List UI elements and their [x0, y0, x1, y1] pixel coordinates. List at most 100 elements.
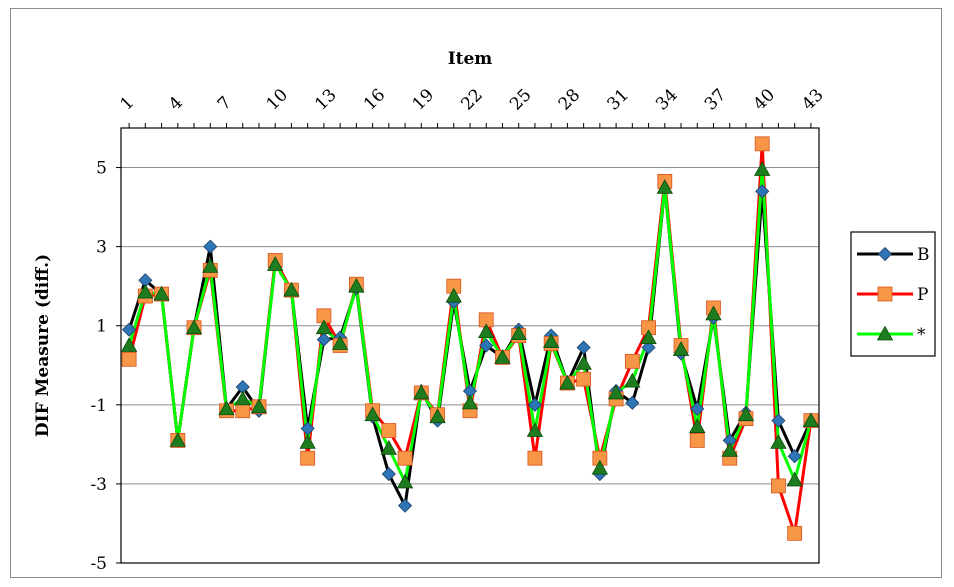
series-star-point — [185, 319, 203, 335]
series-p-point — [689, 433, 705, 448]
y-tick-label: 5 — [96, 159, 107, 179]
series-star-point — [331, 335, 349, 350]
series-star-point — [315, 319, 333, 335]
series-star-point — [705, 305, 722, 321]
series-star-point — [283, 281, 300, 297]
x-tick-label: 37 — [701, 85, 730, 114]
series-p-point — [576, 371, 592, 387]
x-tick-label: 4 — [165, 93, 187, 115]
series-p-point — [397, 450, 413, 466]
series-star-point — [754, 161, 771, 176]
series-p-point — [381, 423, 397, 438]
series-star-point — [137, 283, 154, 299]
series-b-point — [576, 340, 591, 355]
legend-label-b: B — [917, 245, 930, 265]
series-p-point — [771, 478, 786, 494]
x-tick-label: 28 — [555, 85, 584, 114]
series-star-point — [299, 434, 316, 449]
x-tick-label: 13 — [311, 85, 340, 114]
series-b-point — [755, 184, 770, 199]
series-b-point — [381, 466, 396, 482]
series-b-point — [771, 413, 786, 428]
series-b-point — [479, 338, 494, 353]
series-star-point — [591, 459, 609, 475]
x-tick-label: 34 — [652, 85, 681, 114]
series-star-point — [542, 333, 560, 348]
series-p-point — [121, 351, 137, 367]
series-star-point — [234, 390, 251, 406]
series-star-point — [267, 256, 284, 271]
series-star-point — [380, 439, 398, 455]
x-tick-label: 10 — [263, 85, 292, 114]
x-tick-label: 19 — [409, 85, 438, 114]
series-p-point — [624, 353, 640, 369]
x-tick-label: 22 — [457, 85, 486, 114]
legend-marker-b — [877, 246, 893, 262]
x-tick-label: 1 — [116, 93, 138, 115]
series-b-point — [641, 340, 656, 355]
series-b-point — [316, 332, 331, 347]
series-b-point — [625, 395, 640, 410]
series-star-point — [461, 394, 479, 410]
x-tick-label: 16 — [360, 85, 389, 114]
x-tick-label: 31 — [603, 85, 632, 114]
series-b-point — [203, 239, 218, 254]
y-axis-title: DIF Measure (diff.) — [33, 254, 53, 437]
series-star-point — [721, 441, 738, 457]
series-star-point — [429, 408, 446, 424]
y-tick-label: 1 — [96, 317, 107, 337]
series-star-point — [169, 432, 186, 447]
series-star-point — [672, 341, 690, 356]
series-star-point — [770, 434, 787, 449]
series-star-point — [364, 406, 381, 422]
series-star-point — [510, 325, 527, 341]
series-b-point — [398, 498, 413, 513]
series-star-point — [413, 384, 430, 400]
x-tick-label: 25 — [506, 85, 535, 114]
series-star-point — [348, 277, 365, 293]
y-tick-label: -1 — [90, 396, 107, 416]
x-tick-label: 43 — [798, 85, 827, 114]
series-star-point — [218, 400, 235, 416]
legend-marker-p — [877, 286, 893, 302]
series-star-point — [526, 422, 544, 437]
series-p-point — [235, 403, 251, 419]
series-star-point — [640, 329, 657, 344]
x-tick-label: 40 — [750, 85, 779, 114]
series-b-point — [122, 322, 137, 337]
y-tick-label: -3 — [90, 475, 107, 495]
series-star-point — [624, 372, 641, 388]
series-star-point — [445, 287, 462, 303]
series-p-point — [754, 136, 770, 152]
series-star-point — [202, 258, 219, 273]
series-star-point — [494, 349, 511, 364]
series-b-point — [690, 401, 705, 416]
series-b-point — [787, 449, 802, 464]
series-star-point — [689, 418, 706, 433]
plot-area — [121, 128, 819, 563]
legend-label-p: P — [917, 285, 928, 305]
series-star-point — [396, 473, 414, 489]
series-star-point — [153, 285, 170, 301]
series-p-point — [527, 450, 543, 466]
series-star-point — [607, 384, 625, 400]
series-p-point — [300, 450, 316, 466]
series-star-point — [575, 354, 592, 370]
series-b-point — [527, 397, 542, 412]
x-tick-label: 7 — [214, 93, 236, 115]
series-star-point — [656, 178, 673, 194]
series-star-point — [786, 471, 803, 487]
legend-label-star: * — [917, 325, 926, 345]
series-star-point — [478, 323, 495, 339]
series-star-point — [250, 398, 268, 414]
series-star-point — [802, 412, 820, 428]
y-tick-label: 3 — [96, 238, 107, 258]
series-star-point — [559, 374, 576, 390]
x-axis-title: Item — [448, 49, 493, 69]
series-p-point — [787, 525, 803, 541]
legend-marker-star — [876, 325, 894, 341]
y-tick-label: -5 — [90, 554, 107, 574]
series-star-point — [737, 406, 755, 422]
series-star-point — [120, 337, 138, 352]
